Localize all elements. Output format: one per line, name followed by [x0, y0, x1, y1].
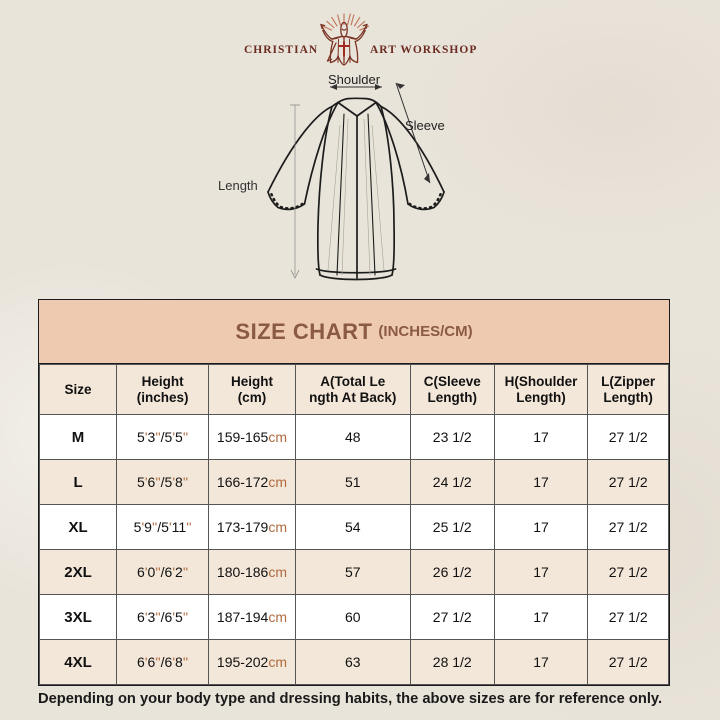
svg-text:Length: Length [218, 178, 258, 193]
svg-text:Sleeve: Sleeve [405, 118, 445, 133]
svg-text:Shoulder: Shoulder [328, 75, 381, 87]
